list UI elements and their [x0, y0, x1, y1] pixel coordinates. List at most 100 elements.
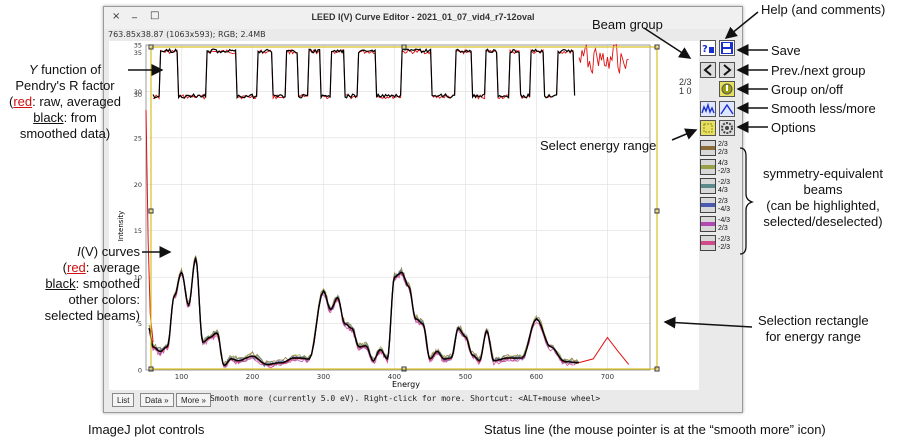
selection-handle[interactable] — [654, 208, 660, 214]
y-tick-label: 30 — [134, 88, 142, 96]
curve-editor-window: × _ □ LEED I(V) Curve Editor - 2021_01_0… — [103, 6, 743, 413]
jagged-curve-icon — [701, 102, 715, 114]
arrow-help — [724, 11, 759, 39]
annotation-iv-curves: I(V) curves (red: average black: smoothe… — [44, 244, 140, 323]
save-button[interactable] — [719, 40, 735, 56]
annotation-imagej: ImageJ plot controls — [88, 422, 205, 437]
prev-group-button[interactable] — [700, 62, 716, 78]
symmetry-beam-swatch[interactable] — [700, 235, 716, 251]
next-group-button[interactable] — [719, 62, 735, 78]
gear-icon — [721, 122, 733, 134]
options-button[interactable] — [719, 120, 735, 136]
y-tick-label: 5 — [138, 320, 142, 328]
y-tick-label: 35 — [134, 42, 142, 50]
symmetry-beam-label: -4/3 2/3 — [718, 217, 731, 232]
smooth-more-button[interactable] — [719, 101, 735, 117]
annotation-help: Help (and comments) — [761, 2, 886, 17]
y-function-smoothed — [152, 47, 576, 100]
annotation-selection: Selection rectangle for energy range — [758, 313, 869, 344]
arrow-beam-group — [643, 27, 692, 59]
annotation-save: Save — [771, 43, 801, 58]
plot-frame — [145, 44, 651, 371]
plot-area[interactable]: 0 5 10 15 20 25 30 35 35 30 100 200 300 400 500 600 700… — [109, 41, 699, 390]
floppy-disk-icon — [721, 42, 733, 54]
power-icon — [721, 83, 733, 95]
annotation-smooth: Smooth less/more — [771, 101, 876, 116]
symmetry-beam-swatch[interactable] — [700, 178, 716, 194]
list-button[interactable]: List — [112, 393, 135, 407]
svg-text:?: ? — [702, 44, 708, 55]
arrow-selection — [663, 316, 753, 329]
title-bar: × _ □ LEED I(V) Curve Editor - 2021_01_0… — [104, 7, 742, 29]
y-tick-label: 10 — [134, 274, 142, 282]
x-axis-ticks: 100 200 300 400 500 600 700 — [175, 373, 614, 381]
selection-handle[interactable] — [401, 366, 407, 372]
maximize-window-icon[interactable]: □ — [150, 10, 160, 21]
chevron-left-icon — [703, 64, 712, 76]
annotation-options: Options — [771, 120, 816, 135]
selection-box-icon — [703, 123, 713, 133]
y-function-tick-label: 30 — [134, 91, 142, 99]
data-button[interactable]: Data » — [140, 393, 174, 407]
y-function-raw — [153, 48, 576, 100]
beam-group-label: 2/3 1 0 — [679, 77, 692, 96]
symmetry-beam-swatch[interactable] — [700, 197, 716, 213]
y-tick-label: 0 — [138, 367, 142, 375]
annotation-prev-next: Prev./next group — [771, 63, 866, 78]
help-icon: ? — [702, 44, 714, 55]
x-tick-label: 100 — [175, 373, 188, 381]
selection-handle[interactable] — [654, 44, 660, 50]
iv-curve-average-tail — [578, 336, 630, 365]
x-tick-label: 700 — [601, 373, 614, 381]
symmetry-beam-label: 4/3 -2/3 — [718, 160, 731, 175]
x-tick-label: 300 — [317, 373, 330, 381]
selection-handle[interactable] — [148, 44, 154, 50]
x-tick-label: 200 — [246, 373, 259, 381]
minimize-window-icon[interactable]: _ — [132, 8, 137, 19]
symmetry-beam-label: -2/3 4/3 — [718, 179, 731, 194]
y-function-tick-label: 35 — [134, 49, 142, 57]
selection-handle[interactable] — [148, 366, 154, 372]
chevron-right-icon — [723, 64, 732, 76]
arrow-select-energy — [671, 128, 698, 141]
annotation-y-function: Y function of Pendry's R factor (red: ra… — [8, 62, 122, 141]
y-tick-label: 20 — [134, 181, 142, 189]
y-tick-label: 25 — [134, 134, 142, 142]
smooth-curve-icon — [720, 103, 734, 115]
annotation-status-line: Status line (the mouse pointer is at the… — [484, 422, 826, 437]
selection-handle[interactable] — [401, 44, 407, 50]
more-button[interactable]: More » — [176, 393, 211, 407]
y-function-raw-tail — [578, 44, 629, 74]
annotation-symmetry: symmetry-equivalent beams (can be highli… — [763, 166, 883, 229]
status-line: Smooth more (currently 5.0 eV). Right-cl… — [210, 394, 601, 403]
iv-curve-smoothed — [148, 256, 580, 367]
iv-curves — [145, 109, 630, 369]
symmetry-beam-label: 2/3 -4/3 — [718, 198, 731, 213]
annotation-select-energy: Select energy range — [540, 138, 657, 153]
symmetry-beam-label: 2/3 2/3 — [718, 141, 728, 156]
iv-curve-average-start — [145, 109, 154, 343]
window-title: LEED I(V) Curve Editor - 2021_01_07_vid4… — [311, 12, 535, 22]
select-energy-range-button[interactable] — [700, 120, 716, 136]
energy-selection-rectangle[interactable] — [150, 46, 658, 370]
x-tick-label: 500 — [459, 373, 472, 381]
image-info: 763.85x38.87 (1063x593); RGB; 2.4MB — [108, 30, 266, 39]
selection-handle[interactable] — [148, 208, 154, 214]
x-axis-label: Energy — [392, 380, 420, 389]
selection-handle[interactable] — [654, 366, 660, 372]
symmetry-beam-label: -2/3 -2/3 — [718, 236, 731, 251]
y-tick-label: 15 — [134, 227, 142, 235]
help-button[interactable]: ? — [700, 40, 716, 56]
symmetry-beam-swatch[interactable] — [700, 216, 716, 232]
symmetry-beam-swatch[interactable] — [700, 140, 716, 156]
symmetry-beam-swatch[interactable] — [700, 159, 716, 175]
group-onoff-button[interactable] — [719, 81, 735, 97]
annotation-group-onoff: Group on/off — [771, 82, 844, 97]
close-window-icon[interactable]: × — [112, 11, 121, 22]
symmetry-brace — [739, 147, 755, 255]
smooth-less-button[interactable] — [700, 101, 716, 117]
y-function-curves — [152, 44, 629, 100]
